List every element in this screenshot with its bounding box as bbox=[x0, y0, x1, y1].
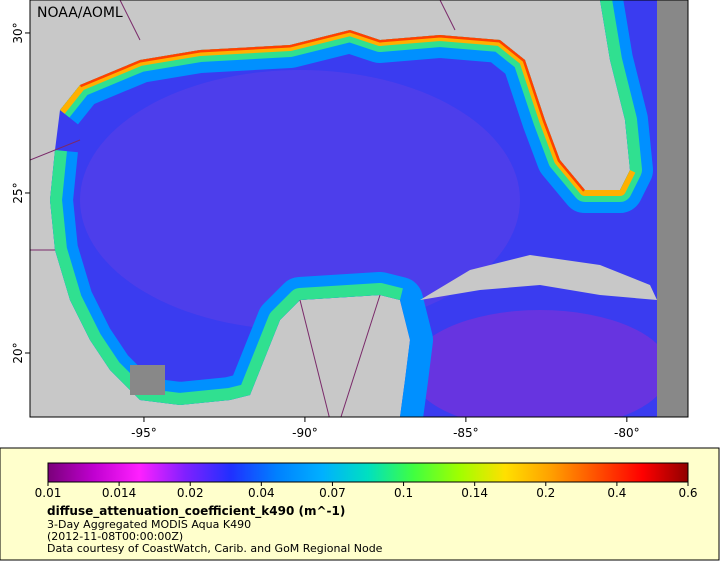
y-tick-label: 25° bbox=[11, 182, 25, 203]
colorbar-tick-label: 0.04 bbox=[248, 486, 275, 500]
time: (2012-11-08T00:00:00Z) bbox=[47, 530, 183, 543]
variable-name: diffuse_attenuation_coefficient_k490 (m^… bbox=[47, 504, 345, 519]
description: 3-Day Aggregated MODIS Aqua K490 bbox=[47, 518, 251, 531]
credit-label: NOAA/AOML bbox=[37, 5, 123, 21]
source: Data courtesy of CoastWatch, Carib. and … bbox=[47, 542, 383, 555]
x-tick-label: -85° bbox=[453, 426, 479, 440]
x-tick-label: -90° bbox=[292, 426, 318, 440]
colorbar-tick-label: 0.1 bbox=[394, 486, 413, 500]
map-area bbox=[30, 0, 688, 417]
y-tick-label: 30° bbox=[11, 22, 25, 43]
no-data-patch bbox=[130, 365, 165, 395]
cuba bbox=[420, 255, 657, 300]
colorbar-tick-label: 0.2 bbox=[536, 486, 555, 500]
axes: -95° -90° -85° -80° 30° 25° 20° bbox=[11, 22, 640, 440]
no-data-strip bbox=[657, 0, 688, 417]
colorbar-tick-label: 0.14 bbox=[461, 486, 488, 500]
colorbar-tick-label: 0.6 bbox=[678, 486, 697, 500]
borders bbox=[30, 0, 456, 417]
colorbar-tick-label: 0.07 bbox=[319, 486, 346, 500]
colorbar-ticks: 0.01 0.014 0.02 0.04 0.07 0.1 0.14 0.2 0.4 0.6 bbox=[35, 482, 698, 500]
y-tick-label: 20° bbox=[11, 342, 25, 363]
x-tick-label: -95° bbox=[131, 426, 157, 440]
colorbar-tick-label: 0.01 bbox=[35, 486, 62, 500]
colorbar-tick-label: 0.02 bbox=[177, 486, 204, 500]
map-frame bbox=[29, 0, 689, 418]
colorbar-tick-label: 0.4 bbox=[607, 486, 626, 500]
colorbar bbox=[47, 462, 689, 483]
x-tick-label: -80° bbox=[614, 426, 640, 440]
colorbar-tick-label: 0.014 bbox=[102, 486, 136, 500]
